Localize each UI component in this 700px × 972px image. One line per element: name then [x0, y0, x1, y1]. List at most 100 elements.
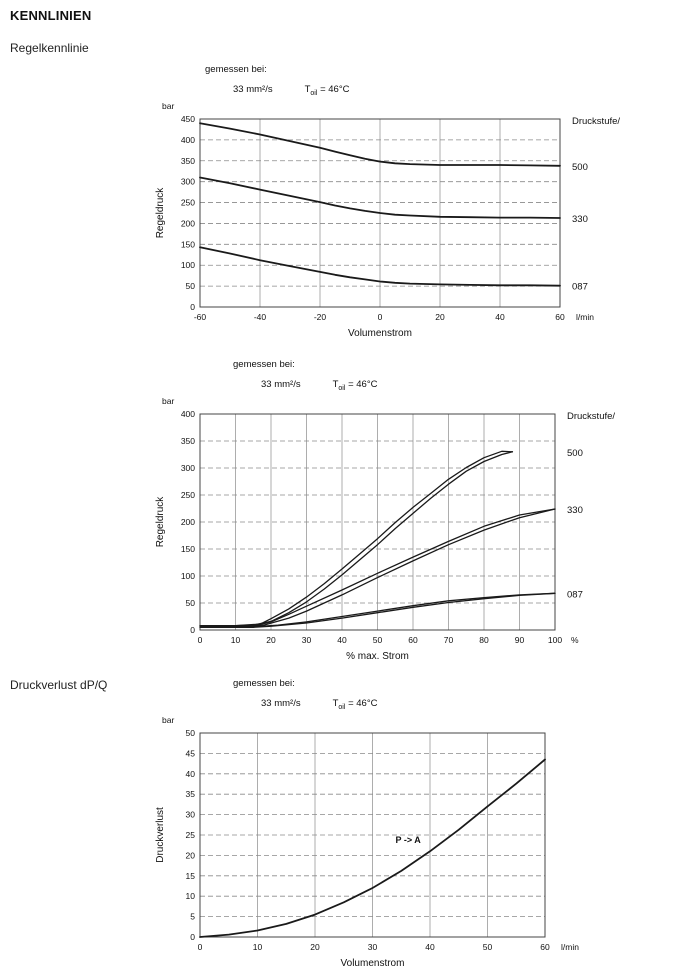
oil-temperature-value: Toil = 46°C [332, 697, 378, 711]
temp-subscript: oil [310, 89, 318, 97]
y-unit-label: bar [162, 101, 174, 111]
x-unit-label: % [571, 635, 579, 645]
temp-subscript: oil [338, 384, 346, 392]
x-tick-label: 70 [444, 635, 454, 645]
y-tick-label: 100 [181, 571, 195, 581]
x-tick-label: 20 [266, 635, 276, 645]
regeldruck-strom-chart: 0 10 20 30 40 50 60 70 80 90 100 0 50 100 150 200 250 300… [155, 396, 615, 662]
x-tick-label: 20 [435, 312, 445, 322]
series-side-label: 500 [567, 448, 583, 459]
x-tick-label: 0 [378, 312, 383, 322]
x-tick-label: -20 [314, 312, 327, 322]
section-label: Regelkennlinie [10, 41, 89, 55]
y-tick-label: 50 [186, 281, 196, 291]
y-tick-label: 300 [181, 177, 195, 187]
chart-block-regelkennlinie-flow: Regelkennlinie gemessen bei: 33 mm²/s Toi… [10, 41, 690, 341]
y-tick-label: 30 [186, 809, 196, 819]
x-axis-label: Volumenstrom [348, 328, 412, 339]
series-curve [199, 122, 561, 167]
y-tick-label: 150 [181, 239, 195, 249]
x-tick-label: -40 [254, 312, 267, 322]
y-tick-label: 0 [190, 302, 195, 312]
y-tick-label: 250 [181, 490, 195, 500]
viscosity-value: 33 mm²/s [261, 378, 301, 390]
right-header-label: Druckstufe/ [567, 411, 615, 422]
y-axis-label: Druckverlust [155, 807, 166, 863]
y-tick-label: 400 [181, 409, 195, 419]
x-tick-label: 40 [425, 942, 435, 952]
viscosity-value: 33 mm²/s [261, 697, 301, 709]
measured-at-label: gemessen bei: [233, 677, 295, 689]
x-tick-label: 0 [198, 942, 203, 952]
x-axis-label: % max. Strom [346, 651, 409, 662]
plot-border [199, 118, 561, 308]
plot-border [199, 413, 556, 631]
y-tick-label: 25 [186, 830, 196, 840]
y-unit-label: bar [162, 396, 174, 406]
x-unit-label: l/min [561, 942, 579, 952]
y-tick-label: 50 [186, 598, 196, 608]
y-tick-label: 100 [181, 260, 195, 270]
y-tick-label: 40 [186, 768, 196, 778]
chart-figure: gemessen bei: 33 mm²/s Toil = 46°C 0 10 20 3… [150, 678, 690, 971]
x-tick-label: 60 [540, 942, 550, 952]
x-tick-label: 50 [373, 635, 383, 645]
series-curve [199, 592, 556, 628]
y-tick-label: 200 [181, 517, 195, 527]
x-unit-label: l/min [576, 312, 594, 322]
chart-block-regelkennlinie-current: gemessen bei: 33 mm²/s Toil = 46°C 0 10 20 3… [10, 359, 690, 664]
x-tick-label: 80 [479, 635, 489, 645]
y-tick-label: 45 [186, 748, 196, 758]
series-side-label: 330 [567, 505, 583, 516]
y-tick-label: 400 [181, 135, 195, 145]
chart-block-druckverlust: Druckverlust dP/Q gemessen bei: 33 mm²/s… [10, 678, 690, 971]
y-tick-label: 350 [181, 436, 195, 446]
y-tick-label: 300 [181, 463, 195, 473]
y-tick-label: 150 [181, 544, 195, 554]
x-tick-label: 10 [253, 942, 263, 952]
temp-subscript: oil [338, 703, 346, 711]
x-tick-label: 90 [515, 635, 525, 645]
x-tick-label: 0 [198, 635, 203, 645]
x-tick-label: 10 [231, 635, 241, 645]
y-axis-label: Regeldruck [155, 187, 166, 239]
series-side-label: 087 [572, 282, 588, 293]
right-header-label: Druckstufe/ [572, 116, 620, 127]
y-tick-label: 250 [181, 197, 195, 207]
section-label: Druckverlust dP/Q [10, 677, 108, 692]
y-tick-label: 5 [190, 911, 195, 921]
y-tick-label: 10 [186, 891, 196, 901]
oil-temperature-value: Toil = 46°C [332, 378, 378, 392]
page-title: KENNLINIEN [10, 8, 92, 23]
x-axis-label: Volumenstrom [341, 958, 405, 969]
measured-at-label: gemessen bei: [233, 358, 295, 370]
y-axis-label: Regeldruck [155, 495, 166, 547]
series-side-label: 500 [572, 162, 588, 173]
series-curve [199, 758, 546, 938]
x-tick-label: 30 [302, 635, 312, 645]
plot-border [199, 732, 546, 938]
y-tick-label: 35 [186, 789, 196, 799]
x-tick-label: -60 [194, 312, 207, 322]
series-side-label: 087 [567, 589, 583, 600]
x-tick-label: 20 [310, 942, 320, 952]
y-tick-label: 20 [186, 850, 196, 860]
x-tick-label: 40 [495, 312, 505, 322]
measured-at-label: gemessen bei: [205, 64, 267, 75]
x-tick-label: 60 [555, 312, 565, 322]
x-tick-label: 30 [368, 942, 378, 952]
series-curve [199, 246, 561, 287]
x-tick-label: 60 [408, 635, 418, 645]
y-tick-label: 350 [181, 156, 195, 166]
y-tick-label: 200 [181, 218, 195, 228]
y-tick-label: 0 [190, 625, 195, 635]
y-unit-label: bar [162, 715, 174, 725]
y-tick-label: 50 [186, 728, 196, 738]
series-curve [199, 508, 556, 628]
y-tick-label: 0 [190, 932, 195, 942]
x-tick-label: 40 [337, 635, 347, 645]
series-curve [199, 176, 561, 219]
chart-figure: gemessen bei: 33 mm²/s Toil = 46°C -60 -40… [150, 41, 690, 341]
x-tick-label: 100 [548, 635, 562, 645]
